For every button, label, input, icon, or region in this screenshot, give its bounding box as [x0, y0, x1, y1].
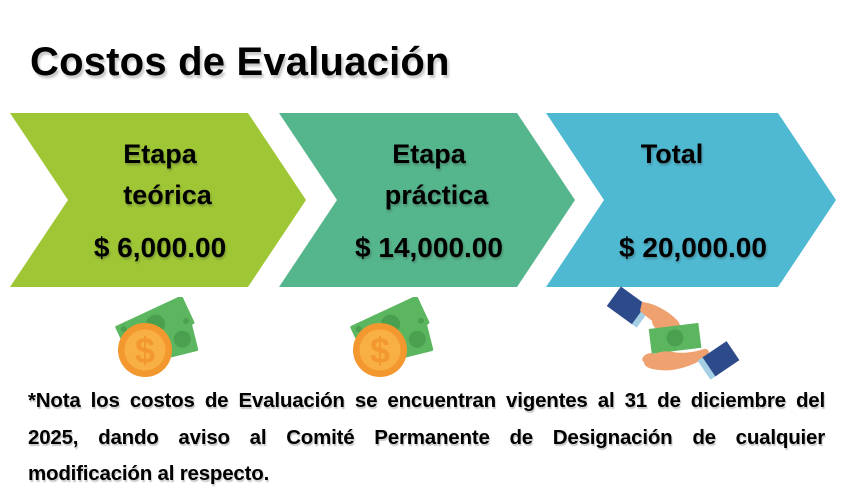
stage-label: Etapa práctica — [370, 134, 489, 216]
stage-label-line2: teórica — [123, 180, 212, 210]
stage-amount: $ 20,000.00 — [619, 232, 767, 263]
stage-label: Total — [641, 134, 704, 175]
stage-arrow-etapa-teorica: Etapa teórica $ 6,000.00 — [10, 113, 306, 287]
stage-amount: $ 14,000.00 — [355, 232, 503, 263]
hand-giving-money-icon — [594, 286, 746, 380]
stage-label-line1: Total — [640, 139, 704, 169]
stage-label: Etapa teórica — [108, 134, 212, 216]
cash-and-coin-icon: $ — [339, 297, 439, 379]
stage-arrow-total: Total $ 20,000.00 — [546, 113, 836, 287]
cash-and-coin-icon: $ — [104, 297, 204, 379]
page-title: Costos de Evaluación — [30, 40, 450, 84]
stage-arrow-etapa-practica: Etapa práctica $ 14,000.00 — [279, 113, 575, 287]
stage-label-line1: Etapa — [123, 139, 197, 169]
footnote-text: *Nota los costos de Evaluación se encuen… — [28, 389, 825, 485]
stage-label-line2: práctica — [384, 180, 489, 210]
stage-label-line1: Etapa — [392, 139, 466, 169]
svg-text:$: $ — [370, 330, 390, 371]
svg-text:$: $ — [135, 330, 155, 371]
stage-amount: $ 6,000.00 — [93, 232, 227, 263]
